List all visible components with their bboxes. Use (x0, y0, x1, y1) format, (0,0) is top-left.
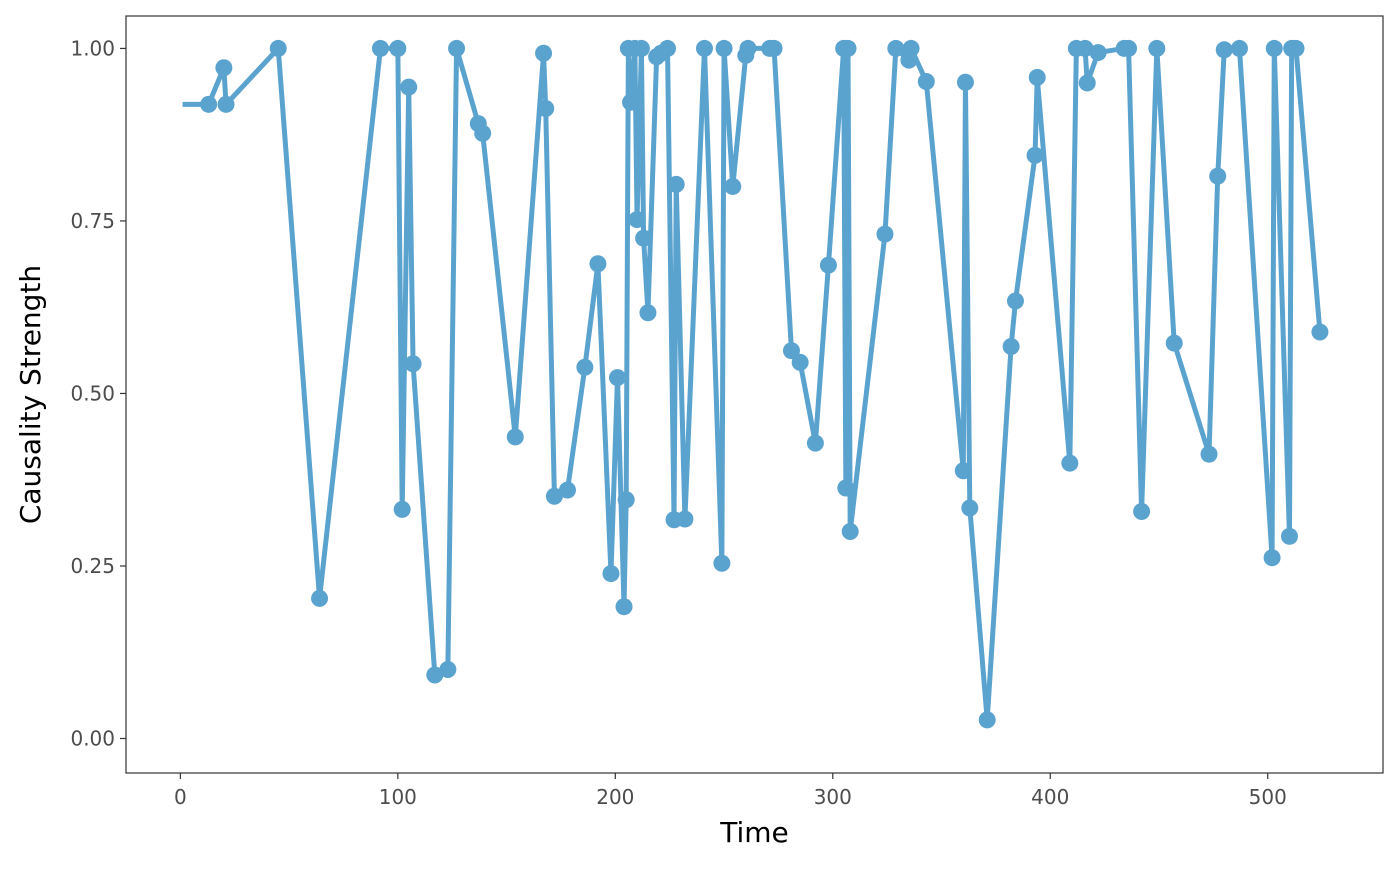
data-point (1265, 39, 1283, 57)
y-tick-label: 0.25 (70, 554, 115, 578)
x-axis-title: Time (719, 816, 789, 849)
data-point (1028, 68, 1046, 86)
y-axis: 0.00 0.25 0.50 0.75 1.00 (70, 36, 126, 750)
y-tick-label: 1.00 (70, 36, 115, 60)
data-point (1061, 454, 1079, 472)
data-point (215, 59, 233, 77)
data-point (1165, 334, 1183, 352)
data-point (400, 78, 418, 96)
data-point (839, 39, 857, 57)
data-point (876, 225, 894, 243)
data-point (1287, 39, 1305, 57)
data-point (954, 462, 972, 480)
data-point (1215, 41, 1233, 59)
data-point (978, 711, 996, 729)
data-point (1263, 549, 1281, 567)
data-point (474, 124, 492, 142)
data-point (615, 598, 633, 616)
data-point (1120, 39, 1138, 57)
data-point (200, 95, 218, 113)
data-point (589, 255, 607, 273)
y-tick-label: 0.50 (70, 381, 115, 405)
data-point (917, 73, 935, 91)
data-point (1209, 167, 1227, 185)
data-point (1200, 445, 1218, 463)
data-point (1280, 527, 1298, 545)
data-point (695, 39, 713, 57)
data-point (841, 522, 859, 540)
y-tick-label: 0.00 (70, 726, 115, 750)
data-point (1311, 323, 1329, 341)
data-point (371, 39, 389, 57)
y-axis-title: Causality Strength (14, 265, 47, 524)
data-point (622, 93, 640, 111)
data-point (819, 256, 837, 274)
data-point (506, 428, 524, 446)
x-tick-label: 500 (1249, 785, 1287, 809)
data-point (1006, 292, 1024, 310)
data-point (608, 369, 626, 387)
data-point (537, 99, 555, 117)
data-point (389, 39, 407, 57)
x-tick-label: 300 (814, 785, 852, 809)
data-point (426, 666, 444, 684)
plot-panel-border (125, 15, 1384, 774)
data-point (676, 510, 694, 528)
data-point (659, 39, 677, 57)
data-point (602, 565, 620, 583)
x-tick-label: 200 (596, 785, 634, 809)
data-point (269, 39, 287, 57)
data-point (1076, 39, 1094, 57)
data-point (739, 39, 757, 57)
data-point (791, 353, 809, 371)
x-tick-label: 0 (174, 785, 187, 809)
data-point (806, 434, 824, 452)
x-axis: 0 100 200 300 400 500 (174, 773, 1287, 809)
data-point (667, 175, 685, 193)
data-point (837, 479, 855, 497)
data-point (535, 44, 553, 62)
data-point (558, 481, 576, 499)
data-point (1133, 502, 1151, 520)
data-point (439, 660, 457, 678)
data-point (1230, 39, 1248, 57)
data-point (1026, 146, 1044, 164)
data-point (635, 229, 653, 247)
data-point (1078, 74, 1096, 92)
data-point (1089, 44, 1107, 62)
data-point (393, 500, 411, 518)
data-point (961, 499, 979, 517)
data-point (765, 39, 783, 57)
series-layer (182, 39, 1329, 729)
data-point (576, 358, 594, 376)
data-point (1148, 39, 1166, 57)
x-tick-label: 100 (379, 785, 417, 809)
data-point (887, 39, 905, 57)
data-point (713, 554, 731, 572)
data-point (902, 39, 920, 57)
y-tick-label: 0.75 (70, 209, 115, 233)
data-point (724, 177, 742, 195)
data-point (782, 342, 800, 360)
data-point (715, 39, 733, 57)
data-point (632, 39, 650, 57)
data-point (628, 211, 646, 229)
data-point (545, 487, 563, 505)
data-point (448, 39, 466, 57)
data-point (311, 589, 329, 607)
data-point (1002, 338, 1020, 356)
data-point (956, 73, 974, 91)
data-point (217, 95, 235, 113)
data-point (404, 355, 422, 373)
data-point (617, 491, 635, 509)
data-point (639, 304, 657, 322)
x-tick-label: 400 (1031, 785, 1069, 809)
